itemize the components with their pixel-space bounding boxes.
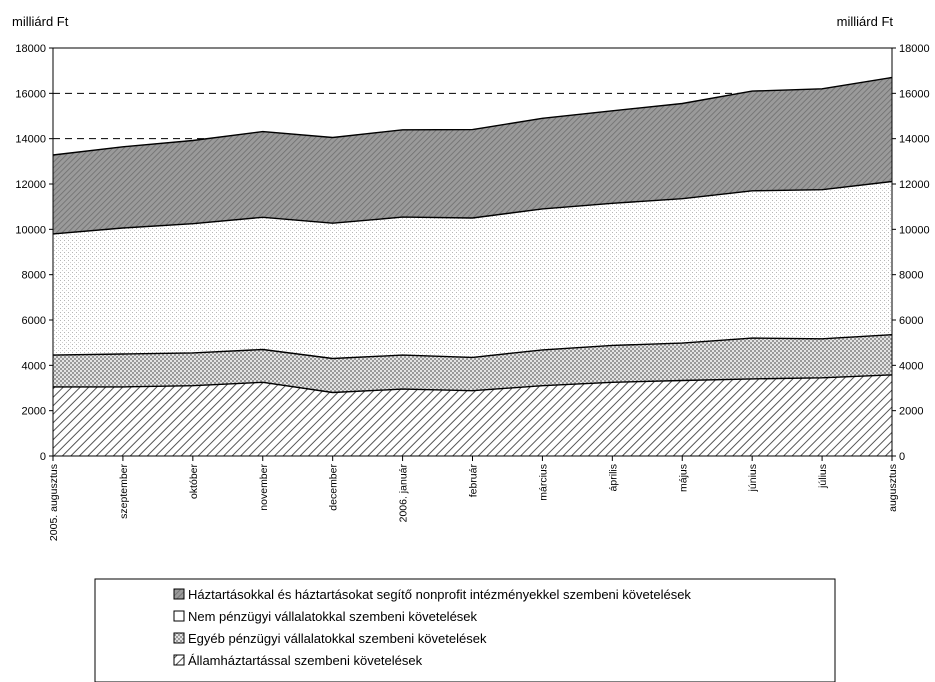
area-boundary-3 [52,180,893,235]
area-series-1 [53,374,892,456]
y-tick-label-left-2: 4000 [22,360,46,372]
x-axis-ticks: 2005. augusztus szeptember október november… [48,456,899,541]
y-axis-right-ticks: 0 2000 4000 6000 8000 10000 12000 14000 16000 180… [892,43,930,463]
area-boundary-1 [53,374,893,394]
legend-swatch-1 [173,654,185,666]
y-tick-label-left-0: 0 [40,451,46,463]
y-axis-left-unit: milliárd Ft [12,14,69,29]
area-series-4 [53,77,892,234]
x-tick-label-7: március [537,464,549,501]
y-tick-label-left-7: 14000 [15,134,46,146]
y-tick-label-right-8: 16000 [899,88,930,100]
y-tick-label-right-0: 0 [899,451,905,463]
x-tick-label-10: június [747,464,759,492]
y-tick-label-right-9: 18000 [899,43,930,55]
area-boundary-4 [52,76,893,156]
area-series-2 [53,334,892,393]
x-tick-label-6: február [468,464,480,498]
legend-swatch-3 [173,610,185,622]
legend-label-2: Egyéb pénzügyi vállalatokkal szembeni kö… [188,631,487,646]
legend-label-4: Háztartásokkal és háztartásokat segítő n… [188,587,691,602]
y-tick-label-right-7: 14000 [899,134,930,146]
y-tick-label-right-1: 2000 [899,406,923,418]
x-tick-label-4: december [328,464,340,511]
y-tick-label-right-2: 4000 [899,360,923,372]
y-tick-label-left-9: 18000 [15,43,46,55]
y-tick-label-left-8: 16000 [15,88,46,100]
legend: Háztartásokkal és háztartásokat segítő n… [94,578,836,682]
legend-label-3: Nem pénzügyi vállalatokkal szembeni köve… [188,609,478,624]
x-tick-label-3: november [258,464,270,511]
x-tick-label-8: április [607,464,619,491]
legend-swatch-2 [173,632,185,644]
y-tick-label-left-6: 12000 [15,179,46,191]
area-boundary-2 [52,334,893,360]
y-axis-left-ticks: 0 2000 4000 6000 8000 10000 12000 14000 16000 180… [15,43,53,463]
legend-frame [94,578,836,682]
x-tick-label-9: május [677,464,689,492]
y-tick-label-left-3: 6000 [22,315,46,327]
legend-swatch-4 [173,588,185,600]
x-tick-label-11: július [817,464,829,489]
y-tick-label-right-6: 12000 [899,179,930,191]
x-tick-label-5: 2006. január [398,464,410,523]
x-tick-label-12: augusztus [887,464,899,512]
x-tick-label-2: október [188,464,200,500]
legend-label-1: Államháztartással szembeni követelések [188,653,423,668]
y-tick-label-right-5: 10000 [899,224,930,236]
y-tick-label-left-1: 2000 [22,406,46,418]
area-boundary-lines [52,76,893,394]
x-tick-label-1: szeptember [118,463,130,518]
area-series-3 [53,181,892,359]
y-tick-label-right-4: 8000 [899,270,923,282]
y-tick-label-left-4: 8000 [22,270,46,282]
area-series-group [53,77,892,456]
x-tick-label-0: 2005. augusztus [48,464,60,541]
y-tick-label-left-5: 10000 [15,224,46,236]
y-axis-right-unit: milliárd Ft [837,14,894,29]
y-tick-label-right-3: 6000 [899,315,923,327]
